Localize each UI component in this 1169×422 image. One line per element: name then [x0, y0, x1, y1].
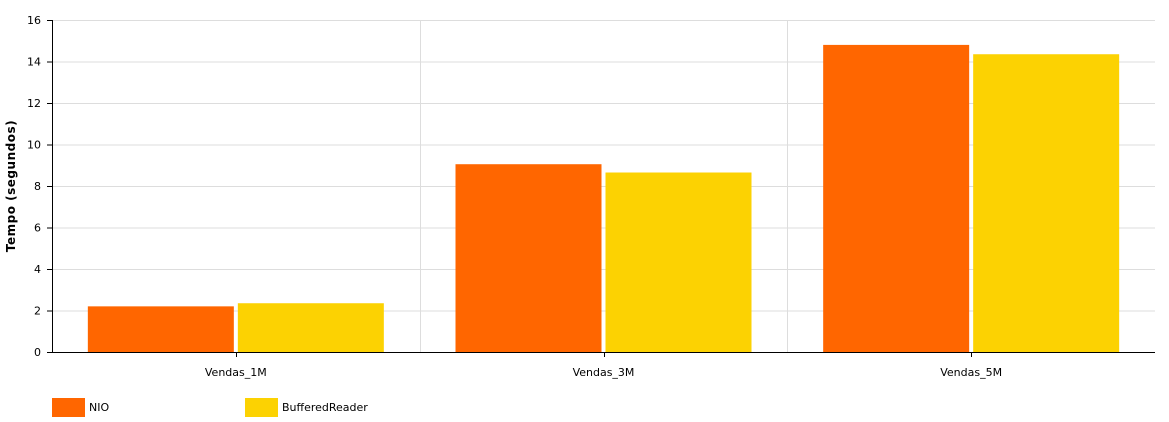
y-tick-label: 2 [34, 305, 41, 318]
legend-label-bufferedreader: BufferedReader [282, 401, 368, 414]
y-tick-label: 16 [27, 14, 41, 27]
y-tick-label: 12 [27, 97, 41, 110]
legend-swatch-bufferedreader [245, 398, 278, 417]
bar-bufferedreader-vendas_3m [605, 172, 752, 352]
y-tick-label: 8 [34, 180, 41, 193]
bar-bufferedreader-vendas_1m [237, 303, 384, 352]
y-tick-label: 0 [34, 346, 41, 359]
y-tick-label: 4 [34, 263, 41, 276]
bar-chart: 0 2 4 6 8 10 12 14 16 Vendas_1M Vendas_3M Vendas_5… [4, 14, 1155, 379]
legend-label-nio: NIO [89, 401, 110, 414]
bar-nio-vendas_3m [455, 164, 602, 352]
bars [87, 44, 1120, 353]
bar-nio-vendas_1m [87, 306, 234, 352]
y-tick-label: 6 [34, 222, 41, 235]
bar-bufferedreader-vendas_5m [973, 54, 1120, 353]
x-tick-label: Vendas_3M [573, 366, 635, 379]
bar-nio-vendas_5m [823, 44, 970, 353]
x-tick-label: Vendas_5M [940, 366, 1002, 379]
y-axis-ticks: 0 2 4 6 8 10 12 14 16 [27, 14, 52, 359]
gridlines [52, 20, 1155, 352]
legend-swatch-nio [52, 398, 85, 417]
y-tick-label: 14 [27, 56, 41, 69]
y-axis-label: Tempo (segundos) [4, 120, 18, 252]
x-tick-label: Vendas_1M [205, 366, 267, 379]
x-axis-ticks: Vendas_1M Vendas_3M Vendas_5M [205, 352, 1002, 379]
y-tick-label: 10 [27, 139, 41, 152]
